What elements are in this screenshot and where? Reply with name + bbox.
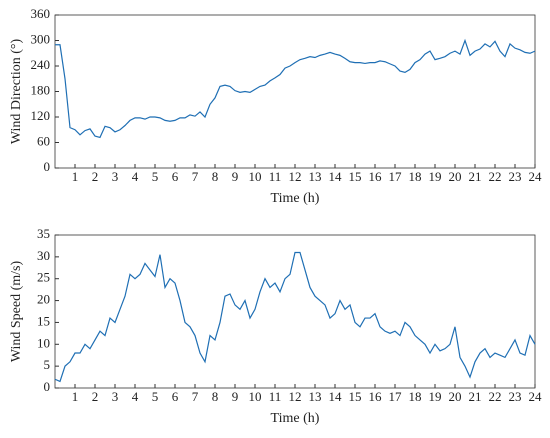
x-tick-label: 16 [369, 389, 383, 404]
x-tick-label: 16 [369, 169, 383, 184]
x-tick-label: 18 [409, 389, 422, 404]
x-axis-label: Time (h) [271, 191, 320, 206]
x-tick-label: 12 [289, 389, 302, 404]
y-tick-label: 180 [31, 82, 51, 97]
x-tick-label: 22 [489, 169, 502, 184]
x-tick-label: 11 [269, 169, 282, 184]
x-tick-label: 4 [132, 169, 139, 184]
x-tick-label: 8 [212, 169, 219, 184]
x-tick-label: 9 [232, 389, 239, 404]
x-tick-label: 14 [329, 389, 343, 404]
x-tick-label: 20 [449, 389, 462, 404]
x-tick-label: 19 [429, 169, 442, 184]
x-axis-label: Time (h) [271, 411, 320, 426]
x-tick-label: 1 [72, 169, 79, 184]
x-tick-label: 9 [232, 169, 239, 184]
x-tick-label: 6 [172, 389, 179, 404]
y-tick-label: 15 [37, 313, 50, 328]
x-tick-label: 5 [152, 389, 159, 404]
y-axis-label: Wind Speed (m/s) [9, 261, 24, 363]
y-tick-label: 20 [37, 292, 50, 307]
x-tick-label: 12 [289, 169, 302, 184]
x-tick-label: 19 [429, 389, 442, 404]
y-tick-label: 10 [37, 335, 50, 350]
x-tick-label: 7 [192, 169, 199, 184]
x-tick-label: 7 [192, 389, 199, 404]
y-tick-label: 0 [44, 379, 51, 394]
x-tick-label: 23 [509, 169, 522, 184]
y-tick-label: 5 [44, 357, 51, 372]
y-axis-label: Wind Direction (°) [9, 38, 24, 144]
x-tick-label: 3 [112, 389, 119, 404]
y-tick-label: 60 [37, 133, 50, 148]
x-tick-label: 13 [309, 169, 322, 184]
x-tick-label: 8 [212, 389, 219, 404]
y-tick-label: 300 [31, 31, 51, 46]
x-tick-label: 4 [132, 389, 139, 404]
x-tick-label: 20 [449, 169, 462, 184]
x-tick-label: 3 [112, 169, 119, 184]
data-line [54, 251, 536, 383]
x-tick-label: 6 [172, 169, 179, 184]
data-line [55, 38, 536, 139]
x-tick-label: 2 [92, 389, 99, 404]
y-tick-label: 35 [37, 226, 50, 241]
x-tick-label: 24 [529, 169, 543, 184]
x-tick-label: 2 [92, 169, 99, 184]
x-tick-label: 22 [489, 389, 502, 404]
y-tick-label: 240 [31, 57, 51, 72]
y-tick-label: 360 [31, 6, 51, 21]
x-tick-label: 10 [249, 389, 262, 404]
plot-frame [54, 14, 536, 169]
plot-frame [54, 234, 536, 389]
x-tick-label: 21 [469, 169, 482, 184]
x-tick-label: 18 [409, 169, 422, 184]
x-tick-label: 15 [349, 169, 362, 184]
x-tick-label: 1 [72, 389, 79, 404]
x-tick-label: 23 [509, 389, 522, 404]
x-tick-label: 21 [469, 389, 482, 404]
x-tick-label: 13 [309, 389, 322, 404]
x-tick-label: 17 [389, 169, 403, 184]
x-tick-label: 11 [269, 389, 282, 404]
x-tick-label: 15 [349, 389, 362, 404]
y-tick-label: 25 [37, 270, 50, 285]
y-tick-label: 0 [44, 159, 51, 174]
x-tick-label: 5 [152, 169, 159, 184]
y-tick-label: 120 [31, 108, 51, 123]
x-tick-label: 17 [389, 389, 403, 404]
x-tick-label: 24 [529, 389, 543, 404]
x-tick-label: 10 [249, 169, 262, 184]
y-tick-label: 30 [37, 248, 50, 263]
x-tick-label: 14 [329, 169, 343, 184]
